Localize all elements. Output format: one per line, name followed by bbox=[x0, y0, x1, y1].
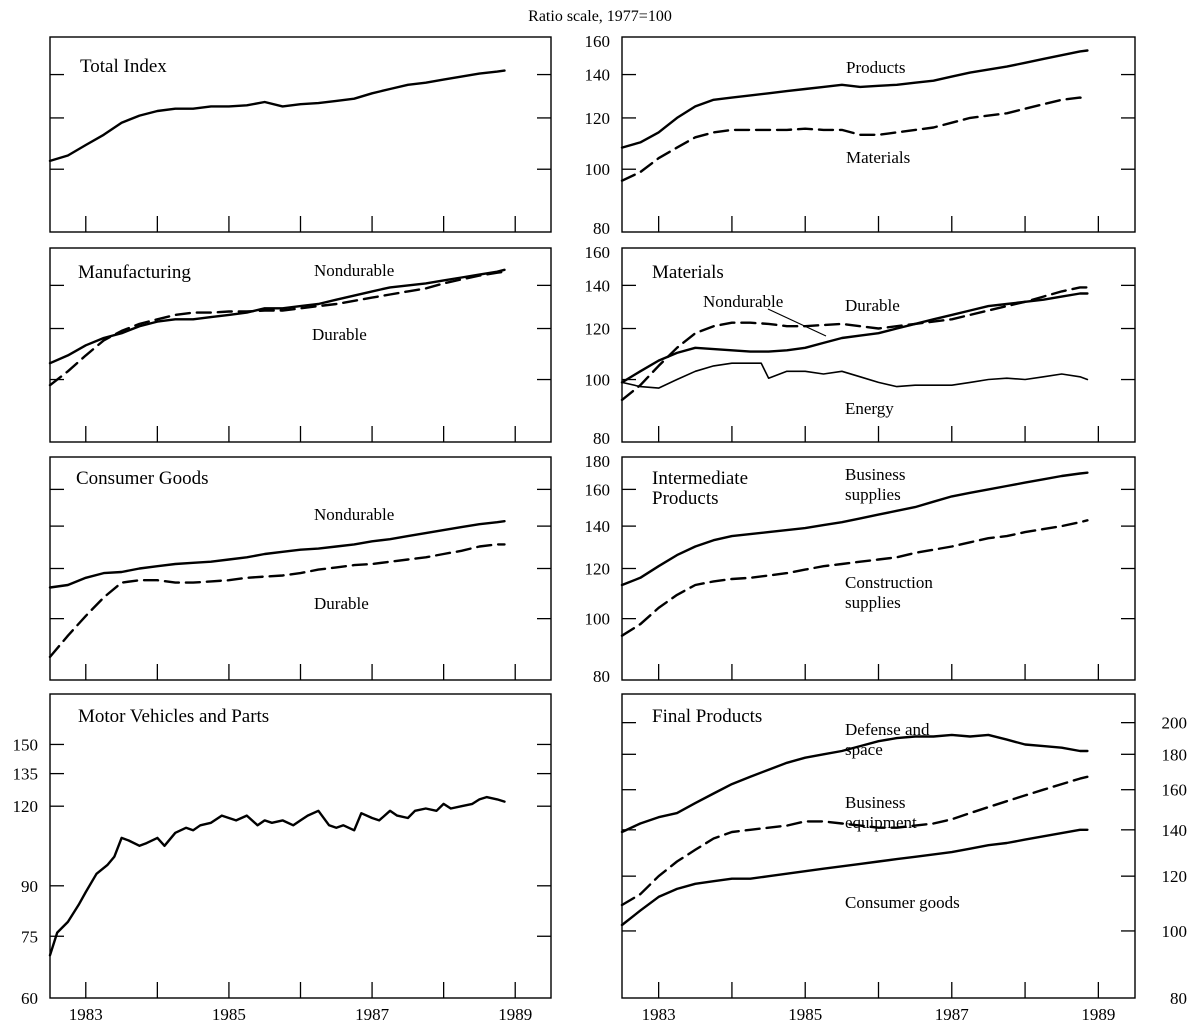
series-annotation: Durable bbox=[845, 296, 900, 315]
y-tick-label: 120 bbox=[13, 797, 39, 816]
series-line-construction-supplies bbox=[620, 519, 1089, 637]
chart-panels: Total Index 80 100 120 140 160 Products Materia… bbox=[13, 32, 1188, 1008]
y-tick-label: 160 bbox=[1162, 781, 1188, 800]
series-line-business-supplies bbox=[620, 471, 1089, 587]
panel-materials: 80 100 120 140 160 Materials Nondurable Durable… bbox=[585, 243, 1136, 448]
y-tick-label: 120 bbox=[585, 109, 611, 128]
series-line-nondurable bbox=[620, 286, 1089, 402]
y-tick-label: 120 bbox=[585, 320, 611, 339]
panel-title: Materials bbox=[652, 262, 724, 283]
y-tick-label: 180 bbox=[1162, 745, 1188, 764]
y-tick-label: 140 bbox=[585, 517, 611, 536]
y-tick-label: 140 bbox=[1162, 821, 1188, 840]
y-tick-label: 100 bbox=[1162, 922, 1188, 941]
series-annotation: Durable bbox=[312, 325, 367, 344]
series-annotation: Energy bbox=[845, 399, 894, 418]
series-line-index bbox=[48, 69, 506, 163]
series-annotation: equipment bbox=[845, 813, 917, 832]
panel-title: Consumer Goods bbox=[76, 468, 208, 489]
series-annotation: Nondurable bbox=[314, 261, 394, 280]
series-line-consumer-goods bbox=[620, 828, 1089, 927]
y-tick-label: 60 bbox=[21, 989, 38, 1008]
y-tick-label: 80 bbox=[1170, 989, 1187, 1008]
series-line-index bbox=[48, 795, 506, 957]
series-annotation: Business bbox=[845, 793, 905, 812]
y-tick-label: 80 bbox=[593, 429, 610, 448]
y-tick-label: 160 bbox=[585, 32, 611, 51]
panel-frame bbox=[49, 693, 552, 999]
series-line-materials bbox=[620, 96, 1089, 182]
y-tick-label: 80 bbox=[593, 667, 610, 686]
y-tick-label: 100 bbox=[585, 160, 611, 179]
x-tick-label: 1985 bbox=[212, 1005, 246, 1024]
panel-title: Motor Vehicles and Parts bbox=[78, 706, 269, 727]
series-annotation: Products bbox=[846, 58, 906, 77]
y-tick-label: 80 bbox=[593, 219, 610, 238]
y-tick-label: 180 bbox=[585, 452, 611, 471]
series-annotation: Materials bbox=[846, 148, 910, 167]
panel-title: Total Index bbox=[80, 56, 167, 77]
y-tick-label: 200 bbox=[1162, 714, 1188, 733]
series-line-nondurable bbox=[48, 268, 506, 365]
x-tick-label: 1989 bbox=[498, 1005, 532, 1024]
series-annotation: Consumer goods bbox=[845, 893, 960, 912]
y-tick-label: 140 bbox=[585, 66, 611, 85]
x-tick-label: 1987 bbox=[355, 1005, 390, 1024]
series-annotation: Nondurable bbox=[703, 292, 783, 311]
series-line-durable bbox=[48, 543, 506, 659]
series-line-durable bbox=[48, 270, 506, 387]
x-tick-label: 1985 bbox=[788, 1005, 822, 1024]
y-tick-label: 75 bbox=[21, 927, 38, 946]
y-tick-label: 100 bbox=[585, 610, 611, 629]
y-tick-label: 150 bbox=[13, 735, 39, 754]
y-tick-label: 100 bbox=[585, 371, 611, 390]
panel-products-materials: 80 100 120 140 160 Products Materials bbox=[585, 32, 1136, 238]
series-annotation: space bbox=[845, 740, 883, 759]
panel-title: Manufacturing bbox=[78, 262, 191, 283]
x-tick-label: 1989 bbox=[1081, 1005, 1115, 1024]
y-tick-label: 135 bbox=[13, 765, 39, 784]
series-line-defense-and-space bbox=[620, 733, 1089, 834]
panel-final-products: 80 100 120 140 160 180 200 Final Products Defens… bbox=[620, 693, 1188, 1008]
panel-frame bbox=[49, 456, 552, 681]
series-line-business-equipment bbox=[620, 775, 1089, 907]
panel-motor-vehicles: 60 75 90 120 135 150 Motor Vehicles and Parts bbox=[13, 693, 552, 1008]
y-tick-label: 160 bbox=[585, 480, 611, 499]
annotation-leader bbox=[767, 308, 827, 337]
series-annotation: Defense and bbox=[845, 720, 930, 739]
panel-title: Products bbox=[652, 488, 719, 509]
series-line-nondurable bbox=[48, 520, 506, 589]
panel-title: Final Products bbox=[652, 706, 762, 727]
y-tick-label: 120 bbox=[585, 560, 611, 579]
x-tick-label: 1983 bbox=[642, 1005, 676, 1024]
x-tick-label: 1983 bbox=[69, 1005, 103, 1024]
series-line-products bbox=[620, 49, 1089, 149]
y-tick-label: 160 bbox=[585, 243, 611, 262]
series-annotation: Business bbox=[845, 465, 905, 484]
y-tick-label: 140 bbox=[585, 276, 611, 295]
series-annotation: supplies bbox=[845, 485, 901, 504]
series-annotation: Nondurable bbox=[314, 505, 394, 524]
panel-title: Intermediate bbox=[652, 468, 748, 489]
series-annotation: Durable bbox=[314, 594, 369, 613]
panel-manufacturing: Manufacturing Nondurable Durable bbox=[48, 247, 552, 443]
series-annotation: supplies bbox=[845, 593, 901, 612]
panel-total-index: Total Index bbox=[48, 36, 552, 233]
y-tick-label: 90 bbox=[21, 877, 38, 896]
y-tick-label: 120 bbox=[1162, 867, 1188, 886]
figure-caption: Ratio scale, 1977=100 bbox=[528, 8, 672, 25]
panel-consumer-goods: Consumer Goods Nondurable Durable bbox=[48, 456, 552, 681]
series-annotation: Construction bbox=[845, 573, 933, 592]
x-axis-labels: 1983 1985 1987 1989 1983 1985 1987 1989 bbox=[69, 1005, 1116, 1024]
x-tick-label: 1987 bbox=[935, 1005, 970, 1024]
series-line-energy bbox=[621, 362, 1089, 389]
